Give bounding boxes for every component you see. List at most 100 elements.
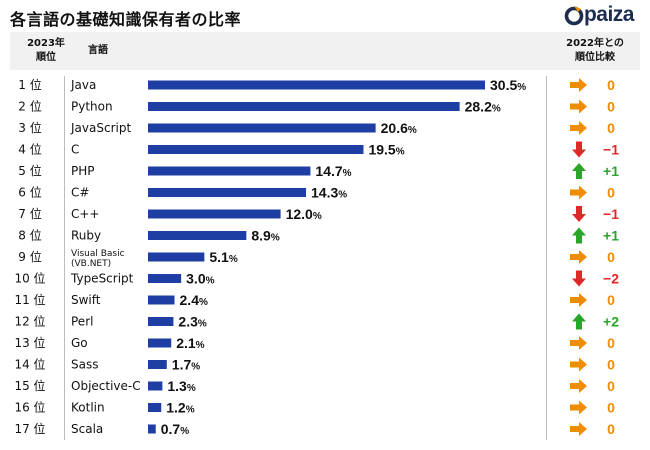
chart-title: 各言語の基礎知識保有者の比率 <box>10 10 242 29</box>
rank-change-value: +1 <box>603 228 619 244</box>
value-label: 2.1% <box>176 335 204 351</box>
value-label: 8.9% <box>251 228 279 244</box>
arrow-down-icon <box>572 141 586 158</box>
rank-change-value: 0 <box>607 357 615 373</box>
arrow-right-icon <box>570 185 587 200</box>
arrow-right-icon <box>570 400 587 415</box>
language-label: C# <box>71 186 89 200</box>
rank-change-value: −2 <box>603 271 619 287</box>
rank-change-value: 0 <box>607 335 615 351</box>
compare-divider <box>546 76 547 440</box>
language-label: JavaScript <box>70 121 131 135</box>
bar <box>148 424 156 434</box>
language-label: Go <box>71 336 88 350</box>
rank-label: 11 位 <box>14 292 45 307</box>
arrow-right-icon <box>570 121 587 135</box>
rank-change-value: −1 <box>603 142 619 158</box>
value-label: 0.7% <box>161 421 189 437</box>
bar <box>148 80 486 90</box>
rank-label: 9 位 <box>18 249 41 264</box>
value-label: 30.5% <box>490 77 526 93</box>
language-label: Python <box>71 100 113 114</box>
logo-text: paiza <box>583 3 635 26</box>
arrow-down-icon <box>572 270 586 287</box>
value-label: 14.3% <box>311 185 347 201</box>
language-label: TypeScript <box>70 272 134 286</box>
language-label: C++ <box>71 207 100 221</box>
language-column-header: 言語 <box>88 45 108 56</box>
rank-header-line2: 順位 <box>36 52 56 63</box>
paiza-logo: paiza <box>563 2 635 28</box>
arrow-up-icon <box>572 227 586 244</box>
value-label: 14.7% <box>315 163 351 179</box>
language-label: C <box>71 143 79 157</box>
rank-header-line1: 2023年 <box>27 38 65 49</box>
language-label: PHP <box>71 164 95 178</box>
rank-change-value: −1 <box>603 206 619 222</box>
rank-divider <box>64 76 65 440</box>
rank-label: 4 位 <box>18 142 41 157</box>
value-label: 2.3% <box>178 314 206 330</box>
bar <box>148 188 307 197</box>
rank-label: 12 位 <box>14 314 45 329</box>
compare-header-line1: 2022年との <box>566 38 624 49</box>
bar <box>148 295 175 305</box>
bar <box>148 123 376 133</box>
language-label: Kotlin <box>71 401 105 415</box>
rank-label: 13 位 <box>14 335 45 350</box>
paiza-logo-icon <box>564 6 584 26</box>
value-label: 3.0% <box>186 271 214 287</box>
arrow-up-icon <box>572 163 586 179</box>
value-label: 2.4% <box>180 292 208 308</box>
bar <box>148 145 364 154</box>
bar <box>148 231 247 240</box>
value-label: 1.3% <box>167 378 195 394</box>
language-label: Scala <box>71 422 103 436</box>
arrow-right-icon <box>570 422 587 436</box>
value-label: 5.1% <box>209 249 237 265</box>
value-label: 12.0% <box>286 206 322 222</box>
arrow-right-icon <box>570 78 587 92</box>
value-label: 1.2% <box>166 400 194 416</box>
rank-change-value: 0 <box>607 77 615 93</box>
language-label-line2: (VB.NET) <box>71 259 111 269</box>
arrow-right-icon <box>570 336 587 350</box>
language-label: Ruby <box>71 229 101 243</box>
arrow-right-icon <box>570 379 587 393</box>
rank-label: 10 位 <box>14 271 45 286</box>
rank-change-value: 0 <box>607 421 615 437</box>
rank-change-value: +1 <box>603 163 619 179</box>
bar <box>148 166 311 176</box>
bar <box>148 338 172 348</box>
arrow-up-icon <box>572 313 586 330</box>
arrow-right-icon <box>570 250 587 264</box>
language-label: Visual Basic <box>71 249 125 259</box>
value-label: 28.2% <box>465 99 501 115</box>
arrow-right-icon <box>570 99 587 114</box>
arrow-right-icon <box>570 293 587 307</box>
rank-change-value: 0 <box>607 400 615 416</box>
bar <box>148 317 174 326</box>
rank-label: 15 位 <box>14 378 45 393</box>
bar <box>148 209 281 219</box>
rank-label: 1 位 <box>18 77 41 92</box>
arrow-right-icon <box>570 357 587 372</box>
rank-label: 7 位 <box>18 206 41 221</box>
language-label: Objective-C <box>71 379 141 393</box>
rank-label: 6 位 <box>18 185 41 200</box>
language-label: Swift <box>71 293 101 307</box>
rank-label: 2 位 <box>18 99 41 114</box>
rank-change-value: 0 <box>607 292 615 308</box>
compare-header-line2: 順位比較 <box>575 52 615 63</box>
value-label: 20.6% <box>381 120 417 136</box>
bar <box>148 403 162 412</box>
bar <box>148 360 167 369</box>
rank-change-value: +2 <box>603 314 619 330</box>
value-label: 19.5% <box>368 142 404 158</box>
table-header: 2023年 順位 言語 2022年との 順位比較 <box>10 32 640 70</box>
bar <box>148 381 163 391</box>
rank-change-value: 0 <box>607 120 615 136</box>
language-label: Java <box>70 78 96 92</box>
rank-label: 14 位 <box>14 357 45 372</box>
bar <box>148 274 182 283</box>
